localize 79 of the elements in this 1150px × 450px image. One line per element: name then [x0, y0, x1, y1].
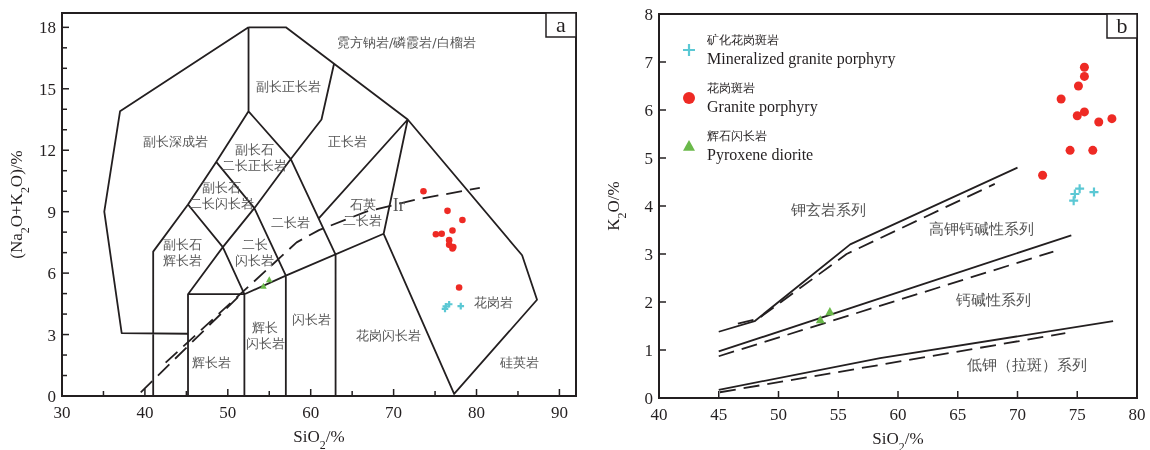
annotation: 副长深成岩 [142, 134, 208, 150]
annotation: 高钾钙碱性系列 [929, 220, 1035, 239]
y-tick-label: 2 [644, 293, 653, 312]
y-tick-label: 1 [644, 341, 653, 360]
point [438, 230, 445, 238]
annotation: 闪长岩 [291, 312, 331, 328]
y-tick-label: 7 [644, 53, 654, 72]
annotation: 花岗岩 [474, 295, 514, 311]
point [1079, 107, 1089, 117]
annotation: 正长岩 [327, 134, 367, 150]
x-axis-title: SiO$_{2}$/% [293, 427, 345, 450]
x-tick-label: 40 [650, 405, 668, 424]
y-tick-label: 5 [644, 149, 653, 168]
point [815, 315, 825, 324]
annotation: 硅英岩 [498, 354, 539, 370]
annotation: 二长闪长岩 [235, 237, 275, 269]
annotation: 钾玄岩系列 [790, 200, 867, 219]
point [459, 216, 466, 224]
point [825, 307, 835, 316]
x-tick-label: 50 [219, 403, 237, 422]
point [1107, 114, 1117, 124]
y-tick-label: 6 [644, 101, 653, 120]
y-tick-label: 12 [39, 141, 56, 161]
y-tick-label: 3 [644, 245, 653, 264]
point [260, 282, 267, 289]
point [1088, 145, 1098, 155]
y-tick-label: 0 [644, 389, 653, 408]
point [1065, 145, 1075, 155]
point [444, 207, 451, 215]
annotation: 副长正长岩 [255, 78, 321, 94]
annotation: Ir [392, 195, 405, 216]
annotation: 辉长岩 [191, 354, 231, 370]
point [455, 284, 463, 291]
annotation: 辉长闪长岩 [245, 319, 285, 351]
x-tick-label: 60 [889, 405, 907, 424]
x-tick-label: 45 [710, 405, 728, 424]
x-tick-label: 60 [302, 403, 320, 422]
x-tick-label: 40 [136, 403, 154, 422]
x-tick-label: 70 [1009, 405, 1026, 424]
annotation: 霓方钠岩/磷霞岩/白榴岩 [337, 34, 476, 50]
x-tick-label: 30 [53, 403, 71, 422]
point [1056, 94, 1066, 104]
y-tick-label: 0 [47, 387, 56, 406]
x-tick-label: 75 [1068, 405, 1086, 424]
legend-label: 辉石闪长岩 Pyroxene diorite [707, 129, 814, 164]
point [420, 187, 427, 195]
y-tick-label: 18 [39, 18, 56, 38]
point [1094, 117, 1104, 127]
annotation: 石英二长岩 [343, 197, 383, 229]
annotation: 二长岩 [271, 214, 311, 230]
x-tick-label: 80 [468, 403, 486, 422]
y-tick-label: 3 [47, 325, 56, 345]
x-tick-label: 50 [770, 405, 787, 424]
y-tick-label: 8 [644, 5, 653, 24]
point [1079, 62, 1089, 72]
chart-title: a [556, 12, 567, 37]
y-tick-label: 15 [39, 79, 56, 99]
point [432, 230, 440, 238]
y-tick-label: 4 [644, 197, 654, 216]
point [1038, 170, 1048, 180]
annotation: 钙碱性系列 [955, 291, 1032, 310]
x-tick-label: 90 [550, 403, 568, 422]
annotation: 低钾（拉斑）系列 [967, 356, 1088, 375]
annotation: 花岗闪长岩 [355, 327, 421, 343]
annotation: 副长石辉长岩 [163, 237, 203, 269]
y-tick-label: 9 [47, 202, 56, 222]
annotation: 副长石二长正长岩 [222, 141, 288, 173]
x-tick-label: 70 [385, 403, 403, 422]
x-tick-label: 65 [949, 405, 967, 424]
legend-label: 花岗斑岩 Granite porphyry [707, 81, 818, 116]
point [449, 227, 456, 234]
legend-label: 矿化花岗斑岩 Mineralized granite porphyry [706, 33, 896, 68]
chart-title: b [1116, 13, 1128, 38]
x-tick-label: 80 [1128, 405, 1146, 424]
point [1072, 111, 1082, 121]
y-tick-label: 6 [47, 264, 56, 284]
point [1079, 71, 1089, 81]
x-tick-label: 55 [829, 405, 847, 424]
point [1073, 81, 1083, 91]
